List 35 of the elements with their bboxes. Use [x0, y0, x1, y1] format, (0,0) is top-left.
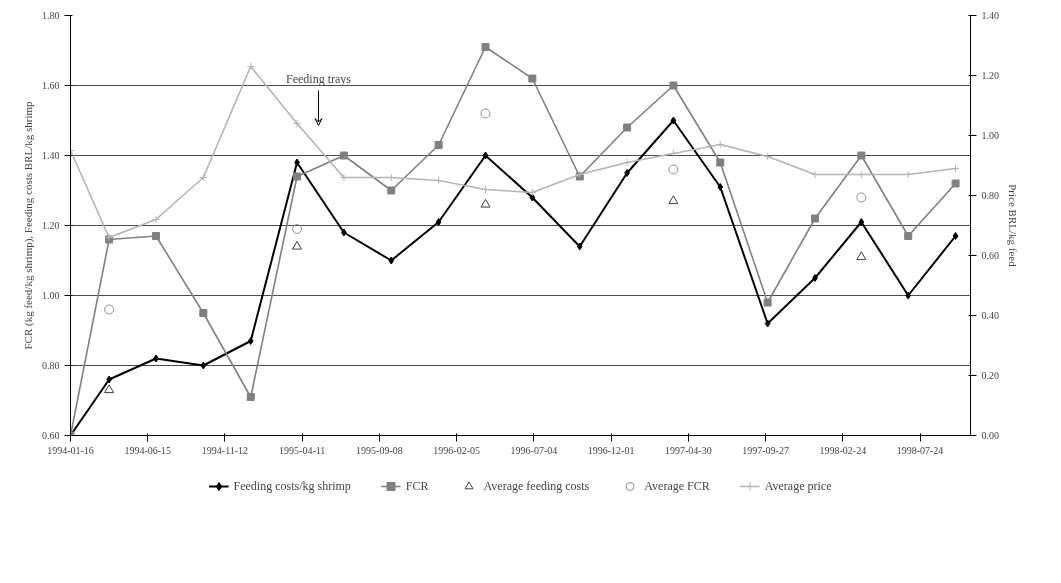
x-tick-label: 1996-02-05 [433, 444, 480, 456]
y2-tick-label: 1.40 [981, 10, 999, 21]
y-tick-label: 0.60 [42, 430, 60, 441]
x-tick-label: 1995-09-08 [356, 444, 403, 456]
y-tick-label: 1.80 [42, 10, 60, 21]
y-axis-title: FCR (kg feed/kg shrimp), Feeding costs BRL/kg shrimp [22, 100, 35, 350]
annotation: Feeding trays [286, 71, 352, 86]
y-tick-label: 1.40 [42, 150, 60, 161]
x-tick-label: 1996-12-01 [587, 444, 635, 456]
y2-tick-label: 0.40 [981, 310, 999, 321]
y-tick-label: 1.00 [42, 290, 60, 301]
y2-tick-label: 0.00 [981, 430, 999, 441]
x-tick-label: 1996-07-04 [510, 444, 558, 456]
legend-label: Average FCR [644, 478, 710, 494]
x-tick-label: 1998-07-24 [896, 444, 944, 456]
legend-label: FCR [405, 478, 429, 494]
legend-label: Average price [764, 478, 832, 494]
legend-label: Average feeding costs [483, 478, 590, 494]
x-tick-label: 1994-11-12 [201, 444, 249, 456]
y2-tick-label: 0.80 [981, 190, 999, 201]
x-tick-label: 1994-01-16 [47, 444, 94, 456]
x-tick-label: 1995-04-11 [279, 444, 326, 456]
x-tick-label: 1997-04-30 [665, 444, 712, 456]
y2-tick-label: 0.60 [981, 250, 999, 261]
y2-tick-label: 1.00 [981, 130, 999, 141]
legend-label: Feeding costs/kg shrimp [233, 478, 351, 494]
y-tick-label: 1.20 [42, 220, 60, 231]
x-tick-label: 1998-02-24 [819, 444, 867, 456]
y2-tick-label: 0.20 [981, 370, 999, 381]
y-tick-label: 1.60 [42, 80, 60, 91]
y-tick-label: 0.80 [42, 360, 60, 371]
y2-axis-title: Price BRL/kg feed [1007, 184, 1019, 268]
y2-tick-label: 1.20 [981, 70, 999, 81]
x-tick-label: 1994-06-15 [124, 444, 172, 456]
x-tick-label: 1997-09-27 [742, 444, 789, 456]
